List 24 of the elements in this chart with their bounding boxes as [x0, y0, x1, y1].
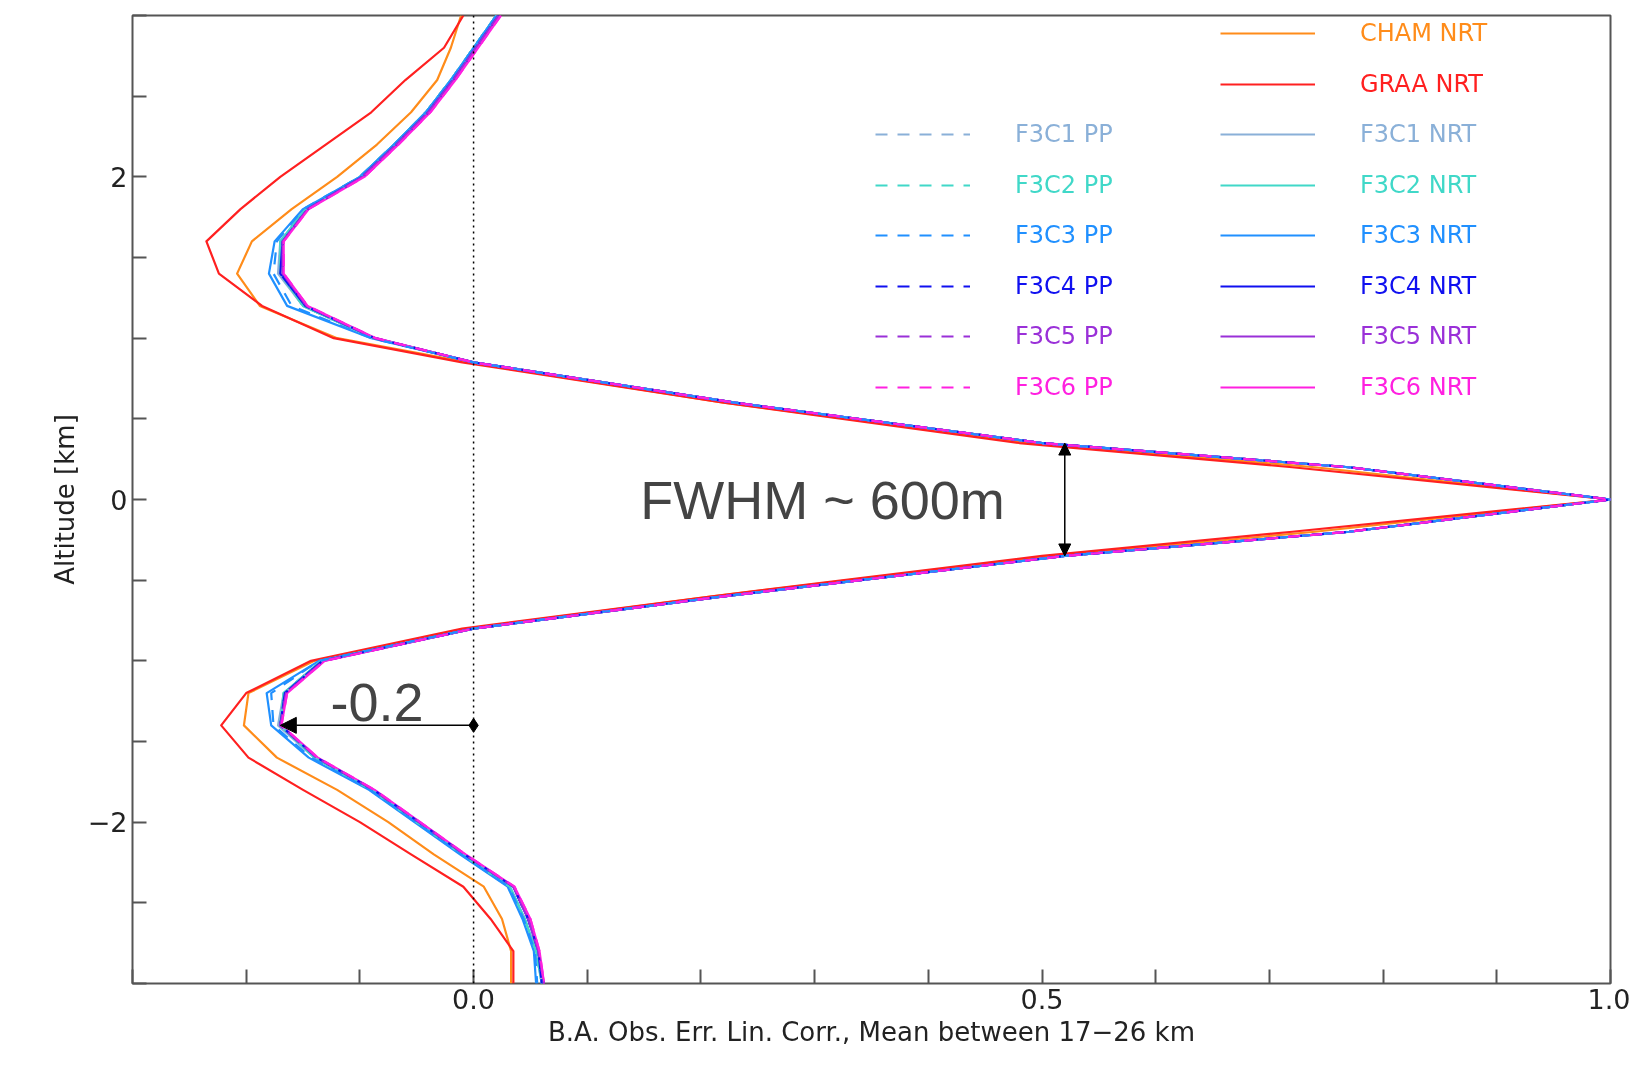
legend-label: F3C5 PP — [1015, 321, 1113, 351]
x-tick-label: 1.0 — [1587, 983, 1630, 1015]
annotation: -0.2 — [330, 672, 424, 733]
legend-label: F3C6 NRT — [1360, 371, 1477, 402]
legend-label: F3C3 PP — [1015, 220, 1113, 250]
legend-label: F3C4 NRT — [1360, 270, 1477, 301]
legend-label: GRAA NRT — [1360, 68, 1483, 99]
legend-label: F3C2 PP — [1015, 169, 1113, 200]
annotation: FWHM ~ 600m — [640, 469, 1005, 530]
legend-label: F3C3 NRT — [1360, 220, 1477, 250]
legend-label: F3C6 PP — [1015, 371, 1113, 402]
x-tick-label: 0.5 — [1020, 983, 1064, 1015]
x-axis-title: B.A. Obs. Err. Lin. Corr., Mean between 17−26 km — [548, 1016, 1196, 1047]
y-tick-label: −2 — [87, 807, 128, 839]
x-tick-label: 0.0 — [452, 983, 496, 1015]
legend-label: F3C4 PP — [1015, 270, 1113, 301]
y-tick-label: 0 — [110, 484, 128, 516]
y-tick-label: 2 — [110, 161, 128, 193]
legend-label: F3C5 NRT — [1360, 321, 1477, 351]
y-axis-title: Altitude [km] — [49, 414, 80, 585]
legend-label: CHAM NRT — [1360, 18, 1488, 48]
legend-label: F3C2 NRT — [1360, 169, 1477, 200]
legend-label: F3C1 NRT — [1360, 119, 1477, 149]
legend-label: F3C1 PP — [1015, 119, 1113, 149]
